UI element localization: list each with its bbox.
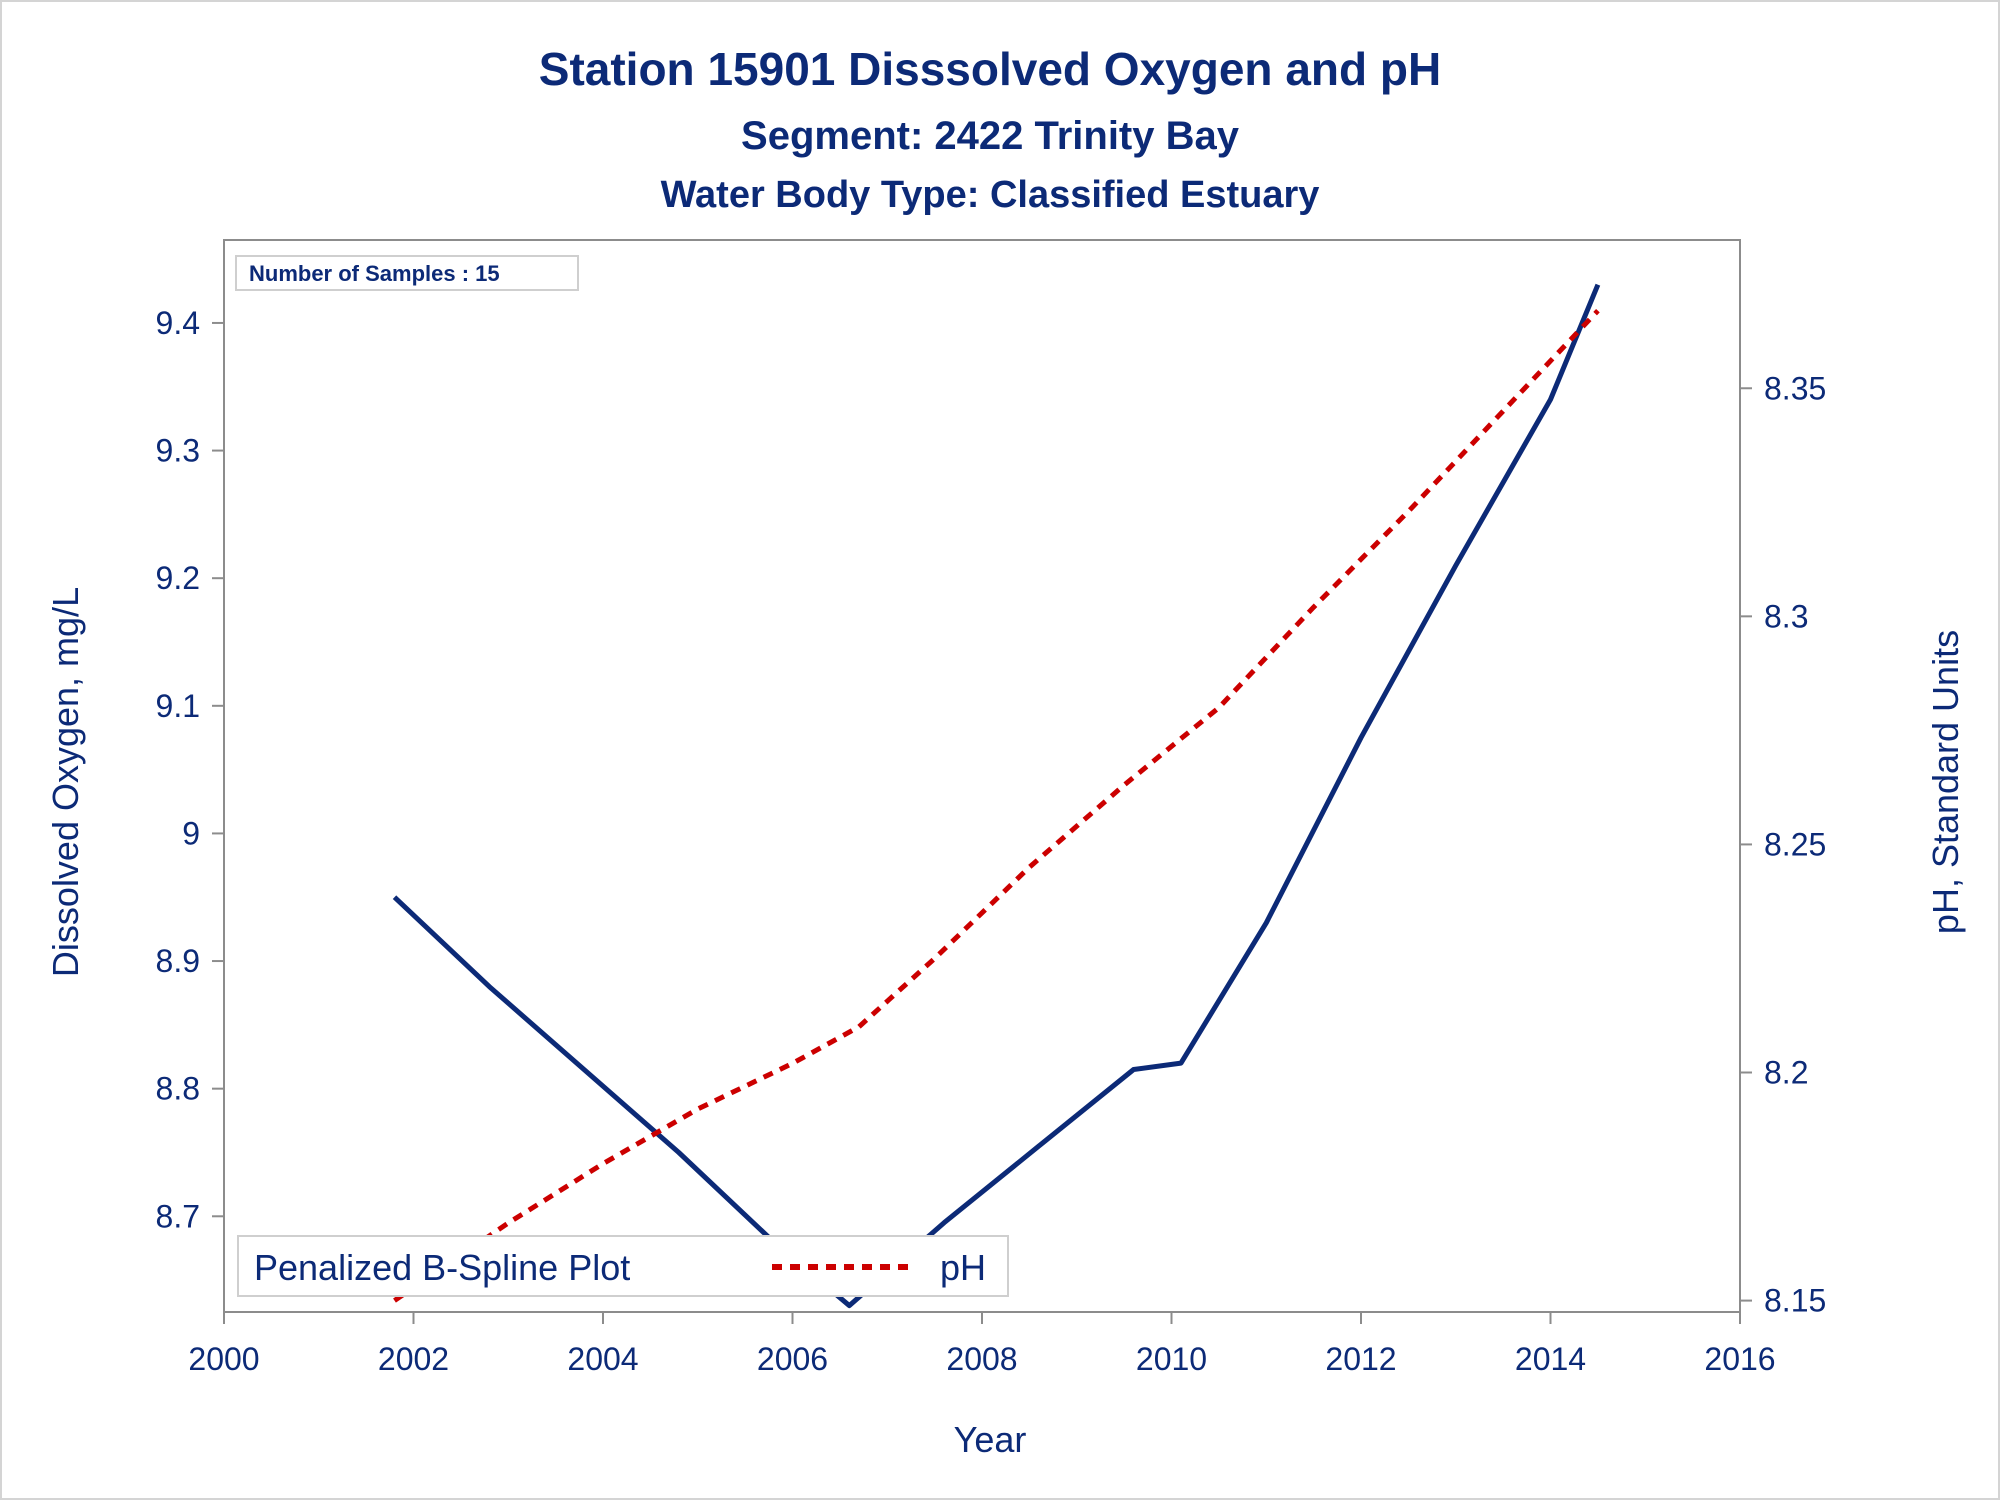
y2-tick-label: 8.3 <box>1764 598 1808 634</box>
plot-area: 2000 2002 2004 2006 2008 2010 2012 2014 2016 8.7 8… <box>156 239 1826 1377</box>
y-tick-label: 8.9 <box>156 943 200 979</box>
y2-tick-label: 8.25 <box>1764 826 1826 862</box>
sample-count-box: Number of Samples : 15 <box>235 255 579 291</box>
x-tick-label: 2016 <box>1704 1341 1775 1377</box>
y2-tick-label: 8.2 <box>1764 1055 1808 1091</box>
legend-frame <box>237 1235 1009 1297</box>
y-tick-label: 9.3 <box>156 433 200 469</box>
y-tick-label: 8.7 <box>156 1198 200 1234</box>
x-tick-label: 2004 <box>567 1341 638 1377</box>
y-tick-label: 9 <box>182 815 200 851</box>
ph-line <box>393 308 1600 1303</box>
y2-tick-label: 8.35 <box>1764 370 1826 406</box>
dissolved-oxygen-line <box>392 283 1601 1309</box>
legend-title: Penalized B-Spline Plot <box>254 1247 630 1288</box>
sample-count-label: Number of Samples : 15 <box>249 261 500 286</box>
x-tick-label: 2012 <box>1325 1341 1396 1377</box>
chart-subtitle: Segment: 2422 Trinity Bay <box>741 114 1240 158</box>
y-tick-label: 8.8 <box>156 1071 200 1107</box>
y-tick-label: 9.1 <box>156 688 200 724</box>
x-tick-label: 2014 <box>1515 1341 1586 1377</box>
x-axis-label: Year <box>954 1419 1027 1460</box>
legend: Penalized B-Spline Plot pH <box>237 1235 1009 1297</box>
legend-ph-label: pH <box>940 1247 986 1288</box>
x-tick-label: 2010 <box>1136 1341 1207 1377</box>
x-tick-label: 2000 <box>188 1341 259 1377</box>
chart-title: Station 15901 Disssolved Oxygen and pH <box>539 43 1441 95</box>
y-axis-label: Dissolved Oxygen, mg/L <box>45 587 86 977</box>
y-tick-label: 9.4 <box>156 305 200 341</box>
y2-axis-label: pH, Standard Units <box>1925 630 1966 934</box>
x-tick-label: 2006 <box>757 1341 828 1377</box>
x-tick-label: 2008 <box>946 1341 1017 1377</box>
y-tick-label: 9.2 <box>156 560 200 596</box>
y2-tick-label: 8.15 <box>1764 1283 1826 1319</box>
x-tick-label: 2002 <box>378 1341 449 1377</box>
sample-count-frame <box>235 255 579 291</box>
chart-subtitle-2: Water Body Type: Classified Estuary <box>661 174 1320 216</box>
